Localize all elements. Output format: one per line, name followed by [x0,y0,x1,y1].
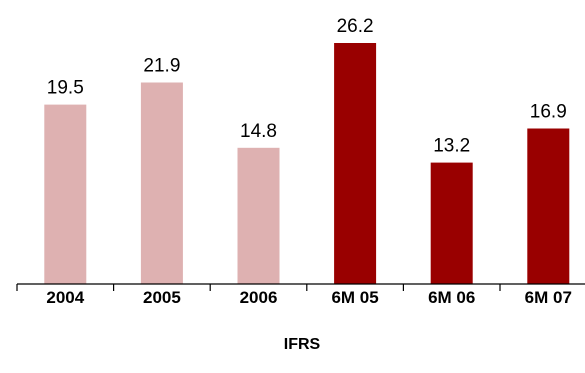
value-label-2: 14.8 [240,121,277,142]
bar-5 [527,128,570,284]
category-label-3: 6M 05 [331,288,378,307]
value-label-3: 26.2 [337,16,374,37]
value-label-1: 21.9 [143,56,180,77]
category-label-1: 2005 [143,288,181,307]
value-labels-group: 19.5 21.9 14.8 26.2 13.2 16.9 [47,16,567,157]
category-labels-group: 2004 2005 2006 6M 05 6M 06 6M 07 [46,288,572,307]
x-axis-ticks [16,284,501,291]
value-label-5: 16.9 [530,102,567,123]
category-label-5: 6M 07 [525,288,572,307]
bars-group [44,43,570,284]
category-label-2: 2006 [240,288,278,307]
value-label-0: 19.5 [47,78,84,99]
category-label-4: 6M 06 [428,288,475,307]
bar-0 [44,104,87,284]
bar-2 [237,147,280,284]
bar-1 [140,82,183,284]
bar-3 [334,43,377,284]
x-axis-label: IFRS [284,336,321,353]
value-label-4: 13.2 [433,136,470,157]
bar-4 [430,162,473,284]
category-label-0: 2004 [46,288,84,307]
